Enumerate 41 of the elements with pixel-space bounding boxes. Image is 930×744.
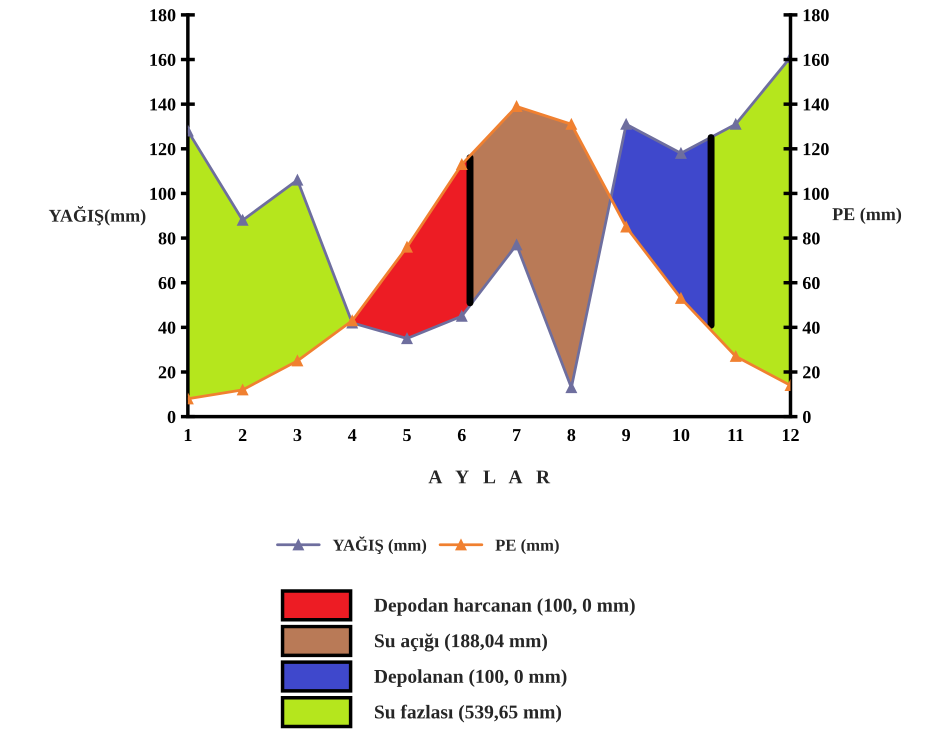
y-tick-label: 100 bbox=[150, 188, 176, 200]
x-tick-label: 6 bbox=[458, 429, 466, 442]
y-tick-label: 80 bbox=[158, 232, 176, 245]
legend-label: Depolanan (100, 0 mm) bbox=[374, 669, 566, 687]
y-tick-label: 0 bbox=[168, 410, 176, 424]
x-axis-title: A Y L A R bbox=[428, 470, 550, 484]
y-tick-label: 40 bbox=[158, 322, 176, 334]
legend-label: YAĞIŞ (mm) bbox=[332, 536, 426, 554]
x-tick-label: 5 bbox=[403, 429, 411, 442]
x-tick-label: 10 bbox=[673, 428, 690, 442]
y-tick-label: 140 bbox=[150, 98, 176, 111]
x-tick-label: 8 bbox=[567, 428, 576, 442]
x-tick-label: 4 bbox=[348, 429, 356, 441]
y2-tick-label: 60 bbox=[802, 276, 820, 290]
y-tick-label: 60 bbox=[158, 276, 176, 290]
x-tick-label: 3 bbox=[294, 429, 302, 442]
y2-tick-label: 160 bbox=[804, 54, 829, 66]
y-tick-label: 20 bbox=[158, 366, 176, 378]
y2-tick-label: 120 bbox=[804, 143, 829, 156]
y2-tick-label: 40 bbox=[802, 322, 820, 334]
y-tick-label: 120 bbox=[150, 143, 176, 156]
legend-label: Su açığı (188,04 mm) bbox=[374, 633, 547, 652]
legend-label: PE (mm) bbox=[495, 539, 559, 554]
x-tick-label: 9 bbox=[622, 429, 630, 442]
legend-label: Depodan harcanan (100, 0 mm) bbox=[374, 598, 635, 616]
y-tick-label: 180 bbox=[150, 9, 176, 22]
y2-tick-label: 0 bbox=[802, 410, 811, 424]
x-tick-label: 12 bbox=[782, 429, 799, 441]
y2-axis-title: PE (mm) bbox=[832, 208, 902, 224]
x-tick-label: 11 bbox=[728, 429, 744, 441]
y2-tick-label: 100 bbox=[804, 188, 829, 200]
y-axis-title: YAĞIŞ(mm) bbox=[48, 206, 146, 226]
y2-tick-label: 20 bbox=[803, 366, 820, 378]
x-tick-label: 1 bbox=[184, 429, 192, 441]
y2-tick-label: 140 bbox=[804, 98, 829, 111]
x-tick-label: 7 bbox=[513, 429, 521, 441]
legend-label: Su fazlası (539,65 mm) bbox=[374, 704, 562, 722]
y2-tick-label: 180 bbox=[804, 9, 829, 22]
y2-tick-label: 80 bbox=[802, 232, 820, 245]
x-tick-label: 2 bbox=[238, 429, 246, 441]
y-tick-label: 160 bbox=[150, 54, 176, 66]
